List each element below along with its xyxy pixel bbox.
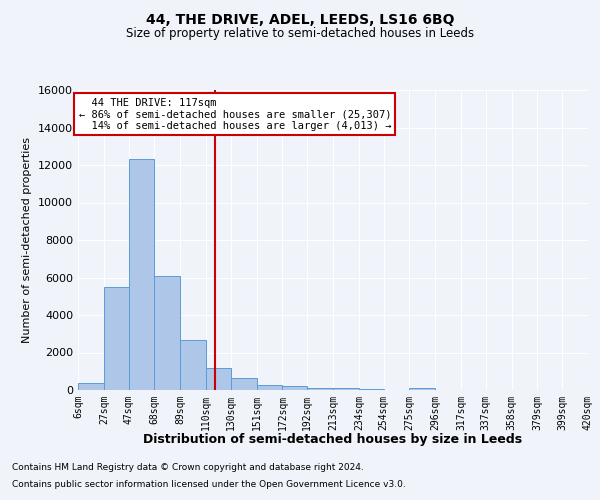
Bar <box>333 388 359 390</box>
Bar <box>257 384 283 390</box>
Bar <box>104 287 128 390</box>
Bar <box>359 389 383 390</box>
Text: 44 THE DRIVE: 117sqm
← 86% of semi-detached houses are smaller (25,307)
  14% of: 44 THE DRIVE: 117sqm ← 86% of semi-detac… <box>79 98 391 130</box>
Bar <box>154 276 180 390</box>
Text: Distribution of semi-detached houses by size in Leeds: Distribution of semi-detached houses by … <box>143 432 523 446</box>
Text: Contains HM Land Registry data © Crown copyright and database right 2024.: Contains HM Land Registry data © Crown c… <box>12 464 364 472</box>
Text: Contains public sector information licensed under the Open Government Licence v3: Contains public sector information licen… <box>12 480 406 489</box>
Bar <box>180 340 206 390</box>
Text: Size of property relative to semi-detached houses in Leeds: Size of property relative to semi-detach… <box>126 28 474 40</box>
Bar <box>409 388 435 390</box>
Bar <box>78 382 104 390</box>
Bar <box>128 160 154 390</box>
Bar <box>283 386 307 390</box>
Y-axis label: Number of semi-detached properties: Number of semi-detached properties <box>22 137 32 343</box>
Bar <box>206 368 231 390</box>
Text: 44, THE DRIVE, ADEL, LEEDS, LS16 6BQ: 44, THE DRIVE, ADEL, LEEDS, LS16 6BQ <box>146 12 454 26</box>
Bar <box>307 388 333 390</box>
Bar <box>231 378 257 390</box>
